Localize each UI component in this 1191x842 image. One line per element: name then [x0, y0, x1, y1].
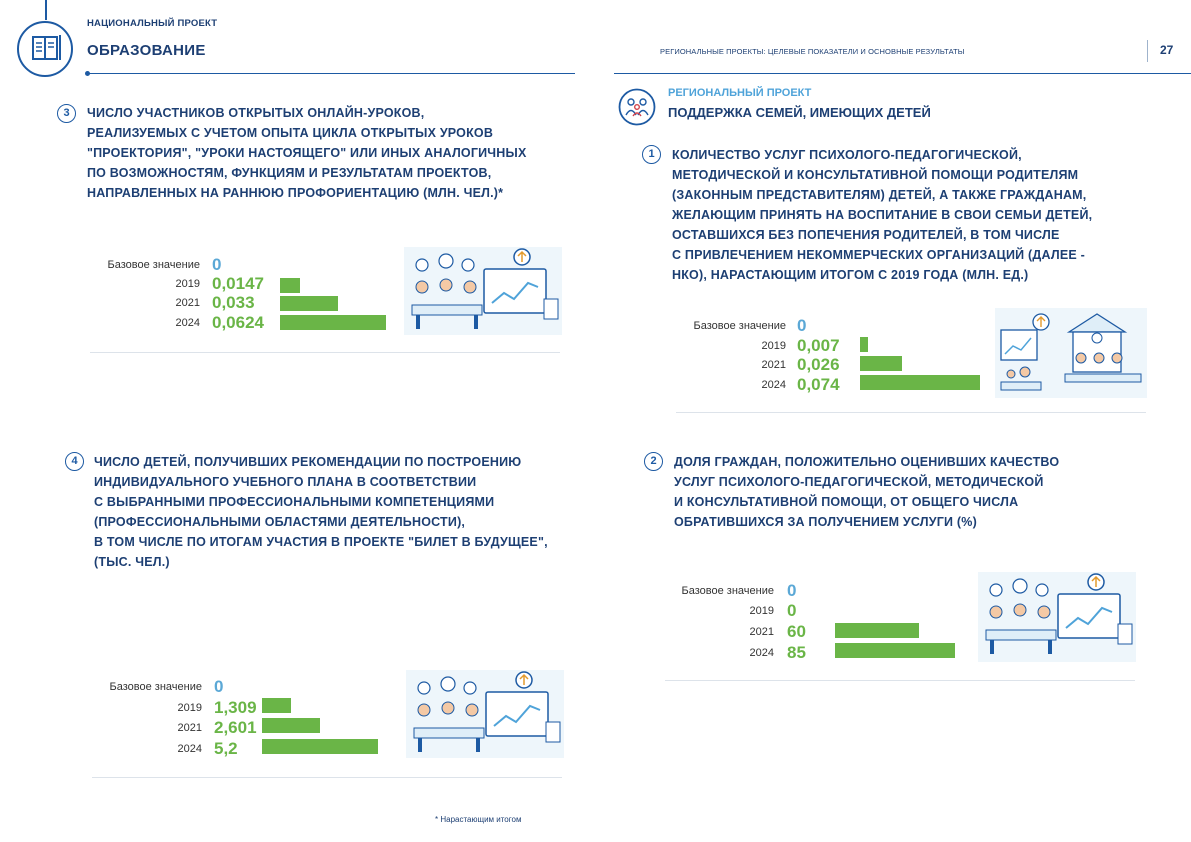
- row-value: 0: [787, 601, 797, 620]
- data-bar: [262, 698, 291, 713]
- row-label: 2021: [177, 722, 202, 734]
- national-project-label: НАЦИОНАЛЬНЫЙ ПРОЕКТ: [87, 18, 218, 29]
- page-number-divider: [1147, 40, 1148, 62]
- row-label: 2019: [177, 702, 202, 714]
- data-bar: [860, 337, 868, 352]
- row-value: 60: [787, 622, 806, 641]
- row-label: 2019: [175, 278, 200, 290]
- row-label: 2019: [761, 340, 786, 352]
- base-value: 0: [212, 255, 222, 274]
- header-rule-right: [614, 73, 1191, 74]
- row-label: Базовое значение: [681, 585, 774, 597]
- row-value: 2,601: [214, 718, 257, 737]
- data-bar: [262, 739, 378, 754]
- row-value: 0,074: [797, 375, 840, 394]
- data-bar: [860, 375, 980, 390]
- regional-project-label: РЕГИОНАЛЬНЫЙ ПРОЕКТ: [668, 87, 812, 99]
- base-value: 0: [797, 316, 807, 335]
- classroom-illustration: [406, 670, 564, 758]
- block-separator: [92, 777, 562, 778]
- block-separator: [676, 412, 1146, 413]
- base-value: 0: [787, 581, 797, 600]
- row-label: 2021: [761, 359, 786, 371]
- data-bar: [280, 315, 386, 330]
- data-bar: [835, 643, 955, 658]
- row-label: 2024: [749, 647, 774, 659]
- data-bar: [835, 623, 919, 638]
- indicator-1-title: КОЛИЧЕСТВО УСЛУГ ПСИХОЛОГО-ПЕДАГОГИЧЕСКО…: [672, 148, 1093, 282]
- row-value: 85: [787, 643, 806, 662]
- row-label: Базовое значение: [107, 259, 200, 271]
- indicator-3-title: ЧИСЛО УЧАСТНИКОВ ОТКРЫТЫХ ОНЛАЙН-УРОКОВ,…: [87, 106, 527, 200]
- indicator-4-title: ЧИСЛО ДЕТЕЙ, ПОЛУЧИВШИХ РЕКОМЕНДАЦИИ ПО …: [94, 455, 548, 569]
- classroom-illustration: [404, 247, 562, 335]
- row-value: 0,026: [797, 355, 840, 374]
- page-number: 27: [1160, 43, 1174, 57]
- classroom-illustration: [978, 572, 1136, 662]
- family-icon: [618, 88, 656, 126]
- base-value: 0: [214, 677, 224, 696]
- row-value: 5,2: [214, 739, 238, 758]
- page-title: ОБРАЗОВАНИЕ: [87, 42, 206, 59]
- section-subtitle: РЕГИОНАЛЬНЫЕ ПРОЕКТЫ: ЦЕЛЕВЫЕ ПОКАЗАТЕЛИ…: [660, 47, 965, 56]
- data-bar: [280, 296, 338, 311]
- rule-dot: [85, 71, 90, 76]
- row-label: 2019: [749, 605, 774, 617]
- row-label: Базовое значение: [693, 320, 786, 332]
- data-bar: [280, 278, 300, 293]
- indicator-number-1: 1: [642, 145, 661, 164]
- row-label: 2024: [761, 379, 786, 391]
- row-value: 0,0624: [212, 313, 264, 332]
- indicator-number-3: 3: [57, 104, 76, 123]
- row-label: 2024: [177, 743, 202, 755]
- row-label: 2024: [175, 317, 200, 329]
- row-value: 0,007: [797, 336, 840, 355]
- indicator-2-title: ДОЛЯ ГРАЖДАН, ПОЛОЖИТЕЛЬНО ОЦЕНИВШИХ КАЧ…: [674, 455, 1060, 529]
- data-bar: [262, 718, 320, 733]
- row-value: 0,0147: [212, 274, 264, 293]
- book-icon-connector: [45, 0, 47, 20]
- row-label: 2021: [175, 297, 200, 309]
- footnote: * Нарастающим итогом: [435, 815, 522, 824]
- header-rule-left: [87, 73, 575, 74]
- block-separator: [665, 680, 1135, 681]
- block-separator: [90, 352, 560, 353]
- indicator-number-2: 2: [644, 452, 663, 471]
- row-label: 2021: [749, 626, 774, 638]
- family-center-illustration: [995, 308, 1147, 398]
- row-value: 1,309: [214, 698, 257, 717]
- row-label: Базовое значение: [109, 681, 202, 693]
- row-value: 0,033: [212, 293, 255, 312]
- regional-project-name: ПОДДЕРЖКА СЕМЕЙ, ИМЕЮЩИХ ДЕТЕЙ: [668, 105, 931, 120]
- indicator-number-4: 4: [65, 452, 84, 471]
- data-bar: [860, 356, 902, 371]
- book-icon: [16, 20, 74, 78]
